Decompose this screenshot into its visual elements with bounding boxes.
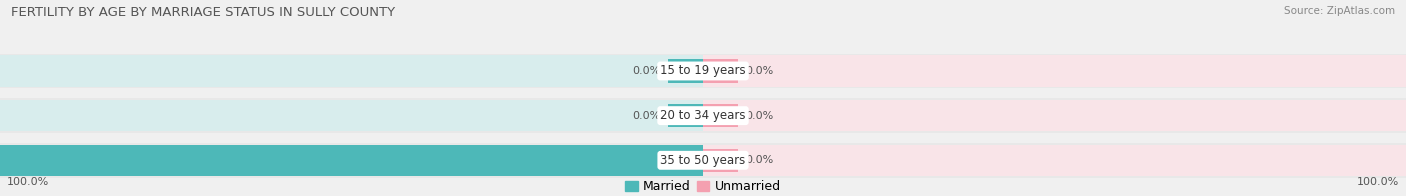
Text: 0.0%: 0.0% <box>745 111 773 121</box>
Bar <box>668 59 703 83</box>
Text: 0.0%: 0.0% <box>745 66 773 76</box>
Bar <box>703 145 1406 176</box>
Bar <box>703 149 738 172</box>
Bar <box>703 55 1406 87</box>
Bar <box>0 145 703 176</box>
Text: 100.0%: 100.0% <box>1357 177 1399 187</box>
Text: 15 to 19 years: 15 to 19 years <box>661 64 745 77</box>
Text: 0.0%: 0.0% <box>633 66 661 76</box>
Bar <box>0 54 1406 88</box>
Text: 100.0%: 100.0% <box>7 177 49 187</box>
Legend: Married, Unmarried: Married, Unmarried <box>620 175 786 196</box>
Bar <box>668 104 703 127</box>
Text: FERTILITY BY AGE BY MARRIAGE STATUS IN SULLY COUNTY: FERTILITY BY AGE BY MARRIAGE STATUS IN S… <box>11 6 395 19</box>
Text: 0.0%: 0.0% <box>633 111 661 121</box>
Bar <box>668 149 703 172</box>
Bar <box>703 59 738 83</box>
Text: 0.0%: 0.0% <box>745 155 773 165</box>
Bar <box>703 104 738 127</box>
Bar <box>0 55 703 87</box>
Bar <box>0 100 703 131</box>
Text: 35 to 50 years: 35 to 50 years <box>661 154 745 167</box>
Text: 20 to 34 years: 20 to 34 years <box>661 109 745 122</box>
Bar <box>703 100 1406 131</box>
Bar <box>0 145 703 176</box>
Text: Source: ZipAtlas.com: Source: ZipAtlas.com <box>1284 6 1395 16</box>
Bar <box>0 143 1406 178</box>
Bar <box>0 98 1406 133</box>
